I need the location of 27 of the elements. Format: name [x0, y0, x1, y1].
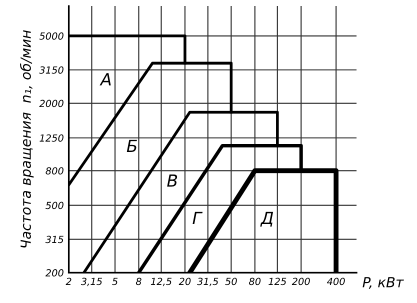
- x-tick-label: 20: [178, 278, 191, 286]
- x-tick-label: 2: [66, 278, 72, 285]
- annotation: Г: [192, 212, 203, 224]
- annotation: А: [100, 73, 111, 86]
- x-tick-label: 80: [249, 278, 261, 286]
- annotation: Б: [126, 140, 137, 152]
- y-tick-label: 500: [46, 202, 64, 210]
- x-tick-label: 8: [136, 278, 142, 286]
- x-tick-label: 5: [112, 278, 118, 286]
- y-tick-label: 1250: [40, 134, 64, 142]
- y-tick-label: 3150: [39, 66, 64, 74]
- y-tick-label: 315: [45, 236, 64, 244]
- x-tick-label: 3,15: [80, 278, 102, 286]
- x-tick-label: 200: [292, 278, 310, 286]
- y-tick-label: 800: [46, 167, 64, 175]
- x-tick-label: 31,5: [197, 278, 218, 286]
- x-tick-label: 125: [268, 278, 286, 286]
- annotation: Д: [260, 212, 274, 227]
- x-axis-title: P, кВт: [362, 277, 404, 289]
- x-tick-label: 50: [225, 278, 237, 286]
- y-axis-title: Частота вращения n₁, об/мин: [20, 30, 34, 248]
- x-tick-label: 12,5: [150, 278, 172, 286]
- y-tick-label: 200: [45, 269, 64, 277]
- y-tick-label: 2000: [39, 100, 64, 108]
- annotation: В: [167, 174, 178, 187]
- y-tick-label: 5000: [39, 32, 64, 40]
- x-tick-label: 400: [326, 278, 345, 286]
